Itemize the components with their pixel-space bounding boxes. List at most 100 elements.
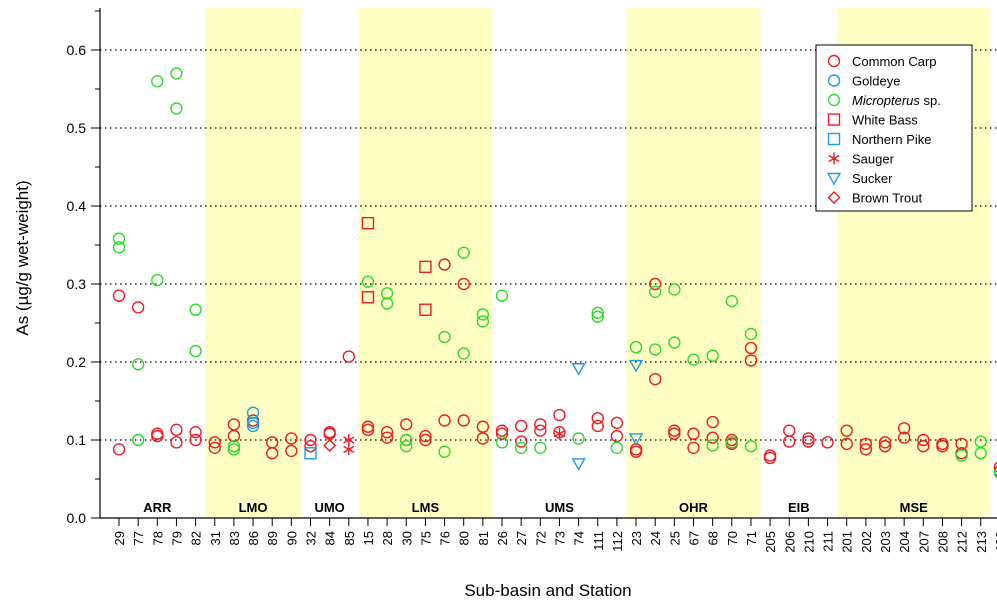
data-point bbox=[955, 437, 968, 451]
x-tick-label: 32 bbox=[304, 531, 319, 545]
data-point bbox=[380, 297, 394, 310]
data-point bbox=[827, 74, 841, 87]
y-tick-label: 0.1 bbox=[67, 432, 87, 448]
data-point bbox=[826, 172, 842, 186]
data-point bbox=[802, 432, 815, 445]
subbasin-band bbox=[626, 8, 761, 518]
data-point bbox=[457, 246, 470, 260]
legend: Common Carp Goldeye Micropterus sp. White B… bbox=[815, 44, 973, 212]
x-tick-label: 80 bbox=[457, 531, 472, 545]
data-point bbox=[668, 283, 681, 296]
data-point bbox=[649, 372, 662, 386]
data-point bbox=[534, 424, 547, 437]
data-point bbox=[649, 277, 662, 291]
data-point bbox=[419, 433, 432, 447]
data-point bbox=[361, 291, 375, 304]
legend-entry-label: Goldeye bbox=[852, 74, 900, 89]
data-point bbox=[802, 435, 815, 448]
x-tick-labels: 29 77 78 79 82 31 83 86 89 90 32 84 85 15 28 30 75 76 80 81… bbox=[112, 531, 997, 553]
x-tick-label: 208 bbox=[935, 531, 950, 553]
data-point bbox=[323, 438, 337, 452]
data-point bbox=[668, 336, 681, 349]
data-point bbox=[112, 289, 126, 302]
data-point bbox=[112, 232, 126, 245]
data-point bbox=[859, 443, 873, 456]
data-point bbox=[419, 429, 432, 443]
data-point bbox=[476, 432, 490, 445]
x-tick-label: 73 bbox=[552, 531, 567, 545]
data-point bbox=[744, 341, 758, 355]
data-point bbox=[400, 433, 413, 447]
x-tick-label: 68 bbox=[706, 531, 721, 545]
data-point bbox=[361, 423, 375, 437]
x-tick-label: 67 bbox=[687, 531, 702, 545]
subbasin-band bbox=[205, 8, 301, 518]
data-point bbox=[189, 426, 202, 439]
data-point bbox=[380, 431, 394, 444]
data-point bbox=[783, 435, 796, 448]
data-point bbox=[917, 440, 930, 453]
y-axis-title: As (µg/g wet-weight) bbox=[13, 180, 32, 335]
data-point bbox=[993, 467, 997, 479]
x-tick-label: 83 bbox=[227, 531, 242, 545]
data-point bbox=[553, 427, 565, 440]
data-point bbox=[131, 358, 145, 371]
data-point bbox=[897, 422, 911, 435]
data-point bbox=[495, 436, 509, 449]
subbasin-label: OHR bbox=[679, 500, 709, 515]
data-point bbox=[974, 435, 987, 448]
data-point bbox=[821, 436, 834, 449]
legend-entry-label: Common Carp bbox=[852, 54, 937, 69]
x-tick-label: 70 bbox=[725, 531, 740, 545]
data-point bbox=[438, 445, 451, 458]
data-point bbox=[246, 416, 260, 430]
legend-entry-label: Micropterus sp. bbox=[852, 93, 941, 108]
subbasin-label: LMS bbox=[412, 500, 440, 515]
x-tick-label: 76 bbox=[438, 531, 453, 545]
subbasin-label: ARR bbox=[143, 500, 172, 515]
data-point bbox=[246, 419, 260, 433]
data-point bbox=[840, 424, 853, 437]
data-point bbox=[304, 433, 317, 447]
data-point bbox=[783, 424, 796, 437]
data-point bbox=[400, 418, 413, 431]
x-tick-label: 72 bbox=[533, 531, 548, 545]
data-point bbox=[208, 441, 221, 454]
data-point bbox=[974, 447, 987, 460]
x-tick-label: 75 bbox=[418, 531, 433, 545]
data-point bbox=[827, 132, 841, 146]
data-point bbox=[649, 343, 662, 356]
data-point bbox=[342, 350, 355, 363]
axes bbox=[91, 8, 997, 526]
x-tick-label: 207 bbox=[916, 531, 931, 553]
x-tick-label: 202 bbox=[859, 531, 874, 553]
x-tick-label: 206 bbox=[782, 531, 797, 553]
data-point bbox=[553, 408, 566, 422]
x-tick-label: 25 bbox=[667, 531, 682, 545]
legend-entry-label: Brown Trout bbox=[852, 191, 922, 206]
x-tick-label: 205 bbox=[763, 531, 778, 553]
data-point bbox=[649, 285, 662, 298]
data-point bbox=[668, 424, 681, 437]
data-point bbox=[828, 152, 840, 165]
x-tick-label: 81 bbox=[476, 531, 491, 545]
data-point bbox=[763, 451, 777, 465]
data-point bbox=[419, 260, 432, 274]
legend-entry-label: White Bass bbox=[852, 113, 918, 128]
data-point bbox=[840, 437, 853, 451]
legend-box bbox=[815, 44, 973, 212]
data-point bbox=[170, 102, 183, 115]
data-point bbox=[591, 411, 604, 425]
data-point bbox=[534, 418, 547, 431]
legend-entry-label: Sauger bbox=[852, 152, 895, 167]
data-point bbox=[827, 54, 841, 68]
data-point bbox=[151, 74, 164, 88]
data-point bbox=[610, 441, 624, 454]
data-point bbox=[827, 93, 841, 107]
data-point bbox=[514, 441, 528, 454]
data-point bbox=[706, 415, 719, 429]
data-point bbox=[897, 431, 911, 444]
data-point bbox=[361, 420, 375, 433]
data-point bbox=[744, 354, 758, 367]
x-tick-label: 77 bbox=[131, 531, 146, 545]
